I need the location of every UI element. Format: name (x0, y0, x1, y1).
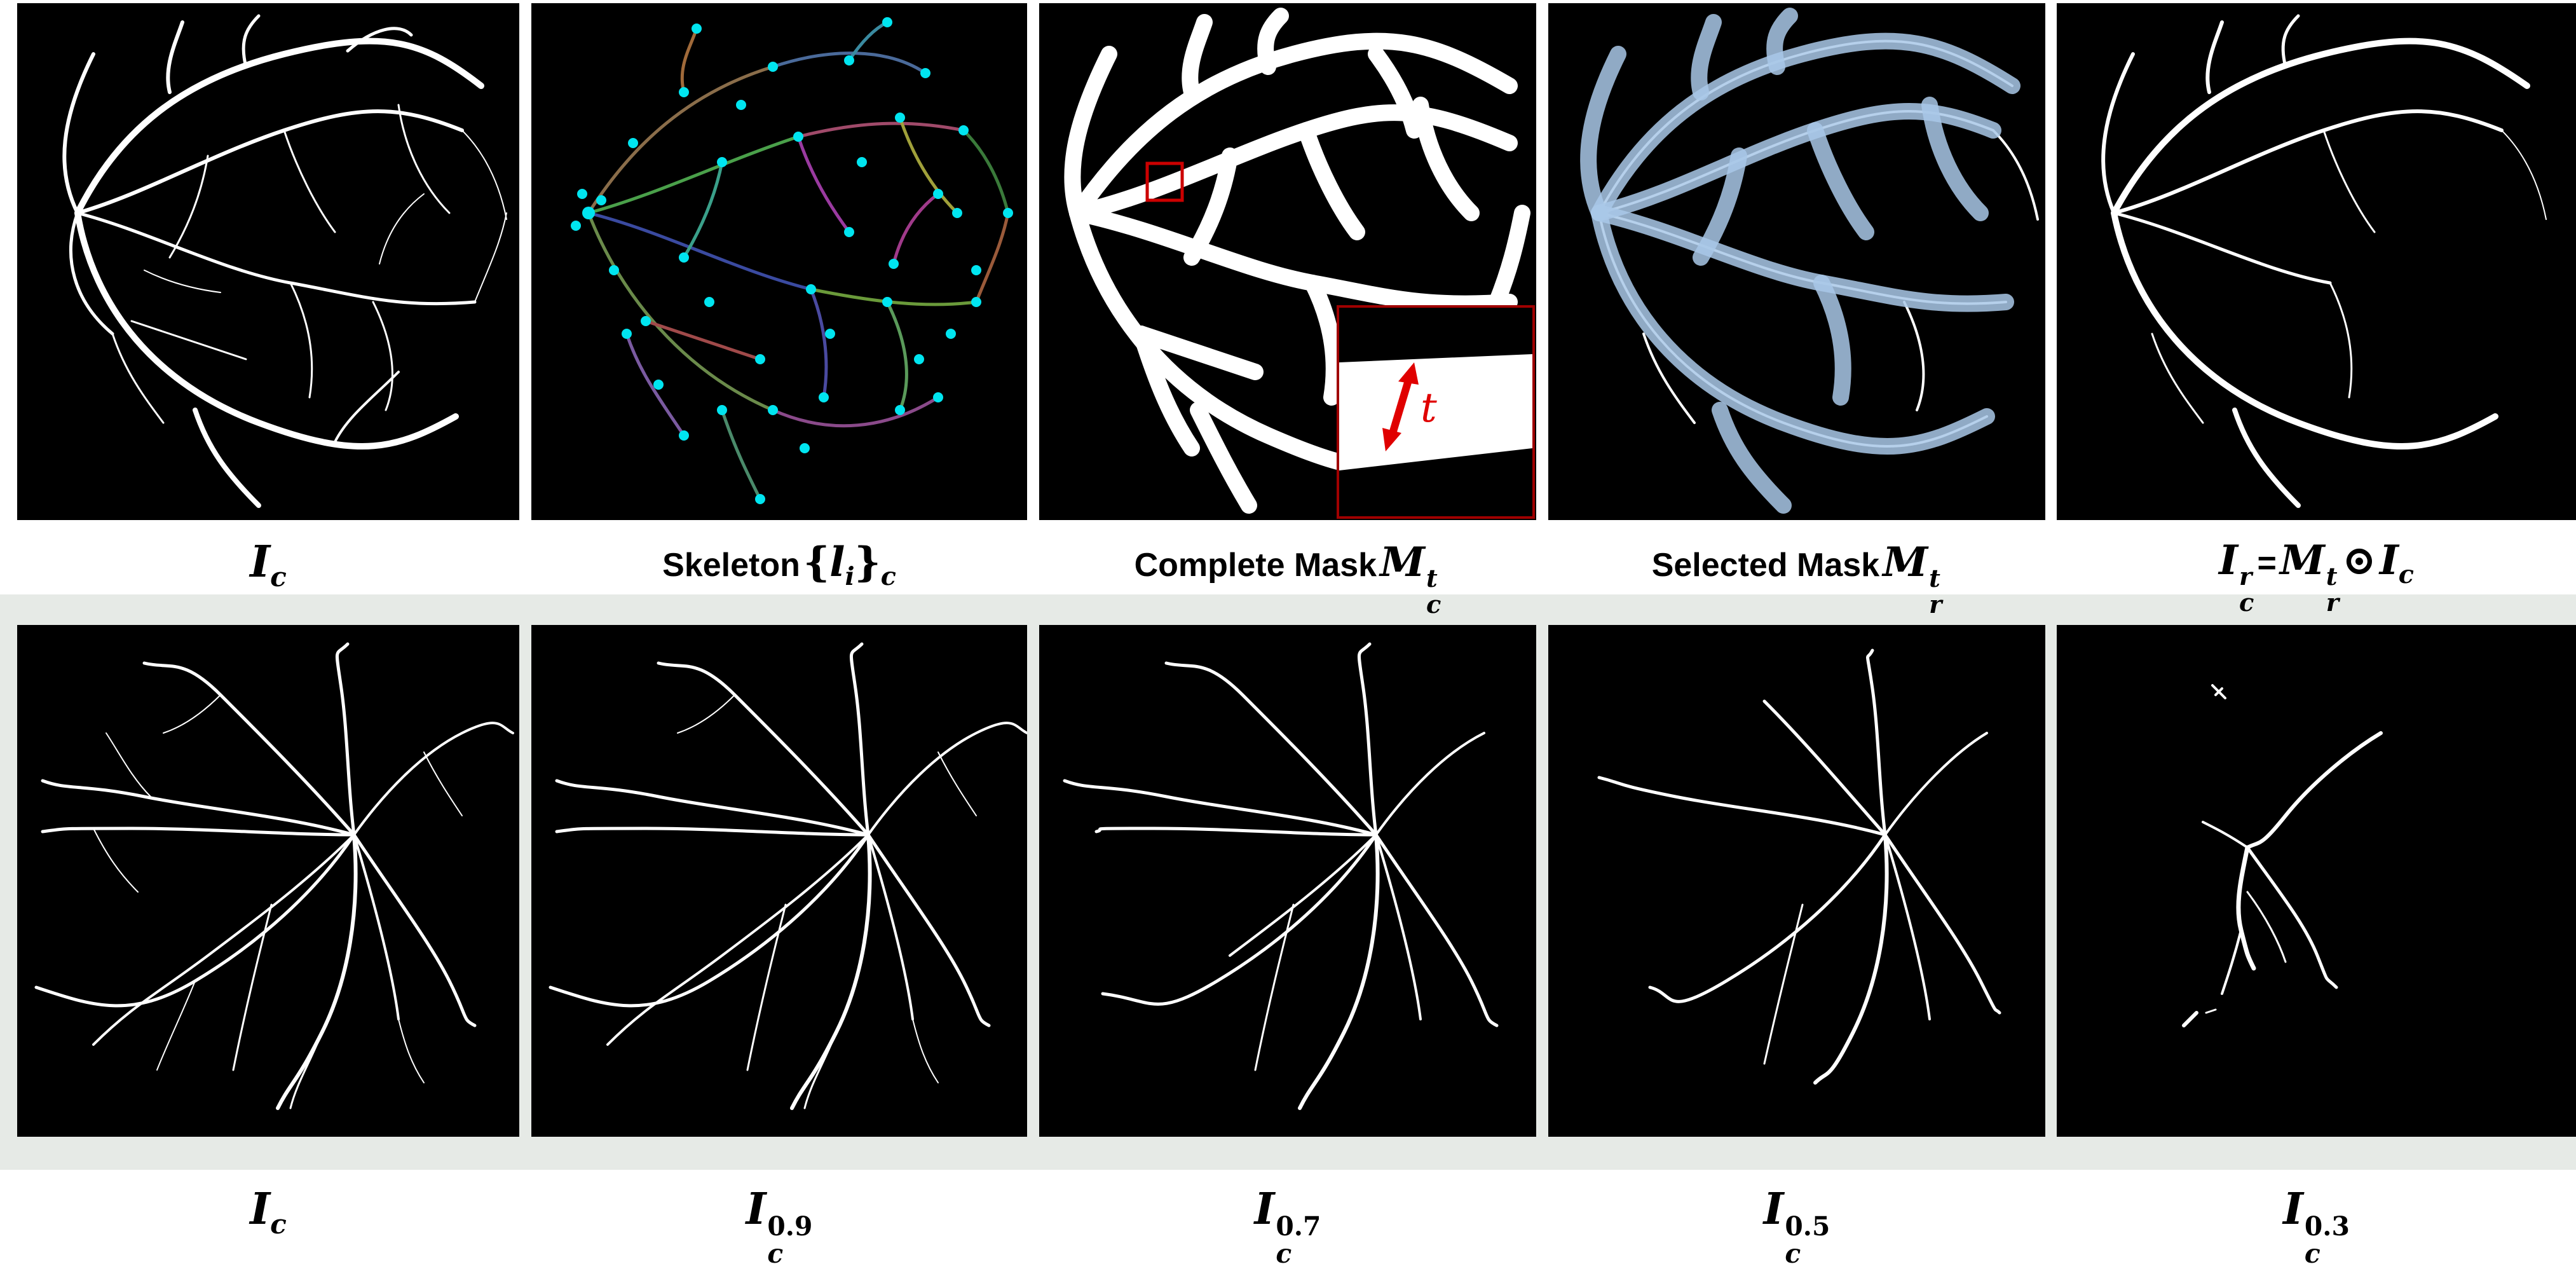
skeleton-graphic (571, 17, 1013, 504)
selected-mask-graphic (1580, 8, 2039, 514)
zoom-region-box (1145, 161, 1184, 202)
row2-ratio-0-9-graphic (549, 642, 1027, 1110)
caption-skeleton: Skeleton {li}c (662, 538, 896, 591)
row2-ratio-0-5-graphic (1597, 648, 2001, 1085)
row2-ratio-0-7-graphic (1063, 642, 1499, 1110)
row2-original-graphic (34, 642, 514, 1110)
panel-masked-result (2057, 3, 2576, 520)
panel-row2-original (17, 625, 519, 1137)
panel-skeleton (531, 3, 1027, 520)
vessel-map-graphic (62, 14, 507, 508)
caption-row2-original: Ic (250, 1184, 287, 1240)
inset-thickness-label: t (1421, 385, 1437, 432)
caption-input-image: Ic (250, 537, 287, 593)
panel-row2-ratio-0-9 (531, 625, 1027, 1137)
panel-complete-mask: t (1039, 3, 1536, 520)
caption-row2-ratio-0-5: I 0.5 c (1763, 1184, 1830, 1269)
panel-vessel-map (17, 3, 519, 520)
complete-mask-graphic (1064, 8, 1535, 519)
panel-selected-mask (1548, 3, 2045, 520)
row2-ratio-0-3-graphic (2182, 684, 2383, 1027)
panel-row2-ratio-0-7 (1039, 625, 1536, 1137)
caption-row2-ratio-0-3: I 0.3 c (2283, 1184, 2350, 1269)
masked-result-graphic (2101, 14, 2547, 508)
zoom-inset (1337, 305, 1535, 519)
caption-row2-ratio-0-7: I 0.7 c (1254, 1184, 1321, 1269)
caption-row2-ratio-0-9: I 0.9 c (746, 1184, 813, 1269)
panel-row2-ratio-0-5 (1548, 625, 2045, 1137)
panel-row2-ratio-0-3 (2057, 625, 2576, 1137)
